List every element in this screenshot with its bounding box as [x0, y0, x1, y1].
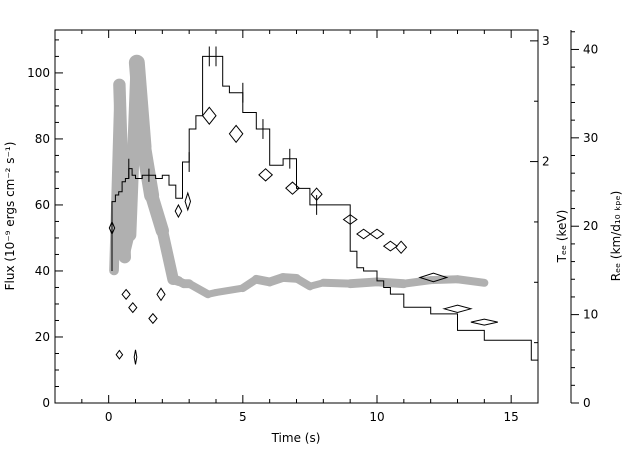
temperature-diamond	[115, 349, 124, 360]
temperature-diamond	[156, 287, 166, 302]
radius-band-segment	[128, 54, 152, 155]
left-tick-label: 60	[35, 198, 50, 212]
temperature-diamond	[369, 228, 385, 240]
radius-tick-label: 20	[583, 219, 598, 233]
x-axis-label: Time (s)	[271, 431, 321, 445]
temperature-diamond	[148, 312, 158, 325]
radius-band-segment	[185, 279, 212, 299]
temperature-diamond	[201, 106, 217, 126]
x-tick-label: 10	[369, 410, 384, 424]
x-tick-label: 0	[105, 410, 113, 424]
left-axis-label: Flux (10⁻⁹ ergs cm⁻² s⁻¹)	[3, 142, 17, 291]
left-tick-label: 20	[35, 330, 50, 344]
temperature-diamond	[395, 240, 408, 255]
radius-band-segment	[453, 275, 489, 287]
temperature-diamond	[121, 288, 131, 300]
radius-tick-label: 40	[583, 42, 598, 56]
temperature-diamond	[258, 168, 274, 182]
temperature-diamond	[108, 220, 116, 236]
left-tick-label: 80	[35, 132, 50, 146]
left-tick-label: 40	[35, 264, 50, 278]
radius-band-segment	[426, 275, 462, 285]
temperature-diamond	[470, 318, 498, 326]
radius-tick-label: 10	[583, 308, 598, 322]
radius-band-segment	[144, 188, 169, 238]
x-tick-label: 15	[504, 410, 519, 424]
radius-band-segment	[345, 277, 382, 289]
temperature-tick-label: 2	[542, 155, 550, 169]
temperature-diamond	[133, 349, 138, 365]
temperature-tick-label: 3	[542, 34, 550, 48]
radius-band-segment	[372, 277, 409, 289]
radius-band-segment	[136, 139, 160, 203]
radius-axis-label: Rₑₑ (km/d₁₀ ₖₚₑ)	[609, 191, 623, 282]
radius-band-layer	[109, 54, 489, 299]
radius-tick-label: 0	[583, 396, 591, 410]
temperature-diamond	[342, 214, 358, 225]
radius-band-segment	[113, 78, 131, 264]
radius-band-segment	[212, 284, 247, 297]
temperature-axis-label: Tₑₑ (keV)	[555, 210, 569, 264]
temperature-diamond	[285, 181, 300, 195]
radius-band-segment	[399, 276, 435, 288]
radius-band-segment	[156, 224, 179, 286]
flux-histogram-line	[111, 55, 538, 361]
temperature-diamond	[418, 272, 449, 283]
radius-band-segment	[319, 278, 355, 288]
temperature-diamond	[442, 304, 473, 314]
temperature-diamond-layer	[108, 106, 498, 365]
flux-histogram-layer	[111, 46, 538, 361]
x-tick-label: 5	[239, 410, 247, 424]
left-tick-label: 100	[27, 66, 50, 80]
temperature-diamond	[128, 302, 138, 314]
temperature-diamond	[310, 187, 323, 201]
temperature-diamond	[174, 203, 183, 219]
temperature-diamond	[184, 191, 192, 212]
left-tick-label: 0	[42, 396, 50, 410]
temperature-diamond	[228, 124, 244, 144]
radius-tick-label: 30	[583, 131, 598, 145]
